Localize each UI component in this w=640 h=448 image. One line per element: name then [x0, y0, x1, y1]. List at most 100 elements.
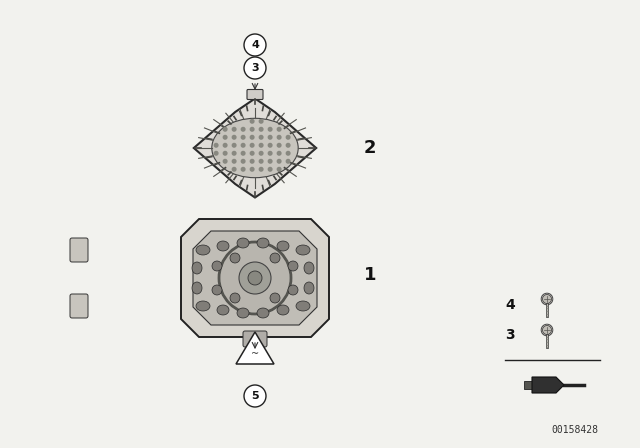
Ellipse shape — [257, 308, 269, 318]
Ellipse shape — [304, 262, 314, 274]
Circle shape — [541, 324, 553, 336]
Circle shape — [250, 120, 254, 123]
Circle shape — [241, 159, 245, 163]
Circle shape — [250, 128, 254, 131]
Ellipse shape — [270, 253, 280, 263]
Polygon shape — [524, 381, 532, 389]
Circle shape — [268, 168, 272, 171]
Circle shape — [232, 143, 236, 147]
Circle shape — [286, 159, 290, 163]
Ellipse shape — [192, 262, 202, 274]
Text: 3: 3 — [251, 63, 259, 73]
Circle shape — [241, 168, 245, 171]
Circle shape — [259, 151, 263, 155]
Polygon shape — [546, 302, 548, 317]
Circle shape — [250, 143, 254, 147]
Ellipse shape — [257, 238, 269, 248]
Circle shape — [223, 151, 227, 155]
Polygon shape — [532, 377, 564, 393]
Text: 4: 4 — [505, 298, 515, 312]
Circle shape — [241, 128, 245, 131]
Circle shape — [268, 128, 272, 131]
FancyBboxPatch shape — [70, 294, 88, 318]
Text: 2: 2 — [364, 139, 376, 157]
Circle shape — [241, 135, 245, 139]
FancyBboxPatch shape — [247, 90, 263, 99]
Ellipse shape — [296, 245, 310, 255]
Polygon shape — [194, 99, 316, 198]
Circle shape — [232, 168, 236, 171]
Ellipse shape — [230, 253, 240, 263]
Circle shape — [259, 135, 263, 139]
Circle shape — [223, 135, 227, 139]
Circle shape — [277, 135, 281, 139]
Circle shape — [250, 135, 254, 139]
Circle shape — [268, 135, 272, 139]
Ellipse shape — [288, 285, 298, 295]
Ellipse shape — [212, 261, 222, 271]
Circle shape — [250, 151, 254, 155]
Circle shape — [250, 168, 254, 171]
Ellipse shape — [217, 305, 229, 315]
Circle shape — [259, 128, 263, 131]
Polygon shape — [546, 334, 548, 348]
Circle shape — [259, 168, 263, 171]
Circle shape — [241, 151, 245, 155]
Circle shape — [214, 143, 218, 147]
Circle shape — [277, 143, 281, 147]
Circle shape — [268, 151, 272, 155]
Circle shape — [268, 159, 272, 163]
Text: 1: 1 — [364, 266, 376, 284]
Circle shape — [277, 128, 281, 131]
Ellipse shape — [296, 301, 310, 311]
Text: 5: 5 — [251, 391, 259, 401]
Ellipse shape — [304, 282, 314, 294]
Circle shape — [232, 159, 236, 163]
Circle shape — [223, 159, 227, 163]
Ellipse shape — [212, 285, 222, 295]
Circle shape — [241, 143, 245, 147]
FancyBboxPatch shape — [70, 238, 88, 262]
Circle shape — [259, 143, 263, 147]
Ellipse shape — [237, 308, 249, 318]
Circle shape — [286, 151, 290, 155]
Text: 3: 3 — [505, 328, 515, 342]
Circle shape — [232, 135, 236, 139]
Polygon shape — [193, 231, 317, 325]
Polygon shape — [181, 219, 329, 337]
Circle shape — [259, 159, 263, 163]
Circle shape — [244, 385, 266, 407]
Circle shape — [219, 242, 291, 314]
Circle shape — [543, 326, 552, 335]
Circle shape — [541, 293, 553, 305]
Circle shape — [223, 128, 227, 131]
Circle shape — [250, 159, 254, 163]
Circle shape — [223, 143, 227, 147]
Ellipse shape — [237, 238, 249, 248]
Ellipse shape — [277, 241, 289, 251]
Ellipse shape — [288, 261, 298, 271]
Ellipse shape — [192, 282, 202, 294]
Circle shape — [277, 159, 281, 163]
Ellipse shape — [212, 118, 298, 178]
Circle shape — [214, 151, 218, 155]
FancyBboxPatch shape — [243, 331, 267, 347]
Circle shape — [277, 168, 281, 171]
Circle shape — [286, 143, 290, 147]
Circle shape — [543, 294, 552, 303]
Ellipse shape — [277, 305, 289, 315]
Ellipse shape — [217, 241, 229, 251]
Circle shape — [277, 151, 281, 155]
Circle shape — [268, 143, 272, 147]
Text: 00158428: 00158428 — [552, 425, 598, 435]
Text: 4: 4 — [251, 40, 259, 50]
Ellipse shape — [196, 301, 210, 311]
Circle shape — [244, 34, 266, 56]
Circle shape — [259, 120, 263, 123]
Ellipse shape — [196, 245, 210, 255]
Circle shape — [286, 135, 290, 139]
Circle shape — [239, 262, 271, 294]
Ellipse shape — [230, 293, 240, 303]
Circle shape — [244, 57, 266, 79]
Circle shape — [232, 128, 236, 131]
